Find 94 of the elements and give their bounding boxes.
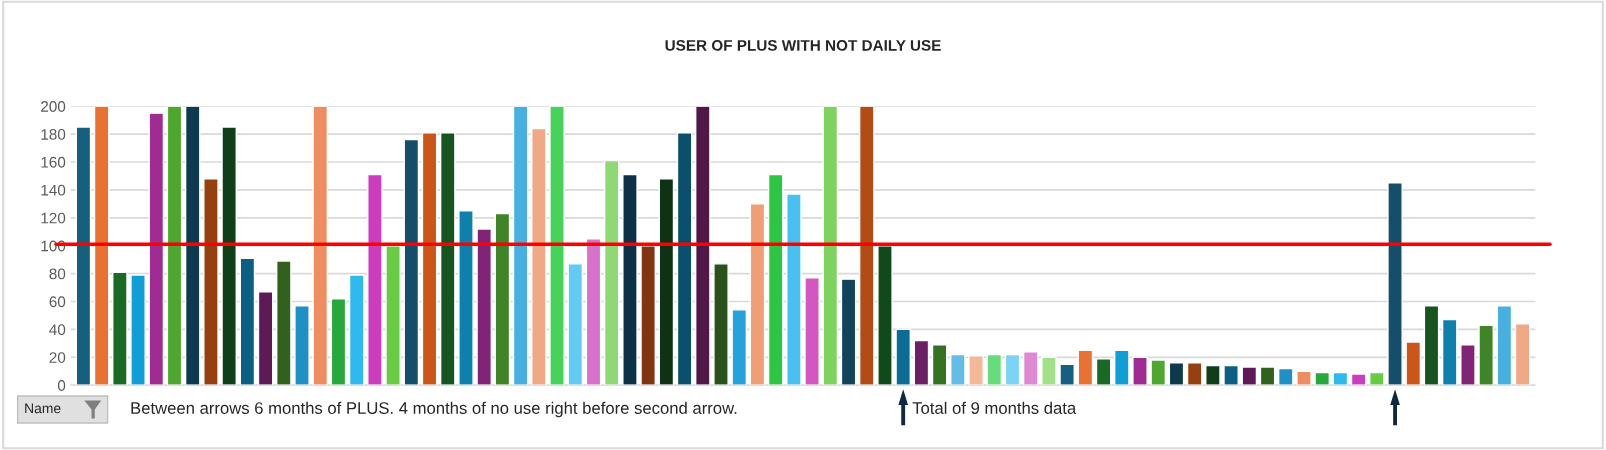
- bar: [913, 339, 930, 386]
- bar: [112, 271, 128, 386]
- bar: [421, 132, 438, 386]
- chart-title: USER OF PLUS WITH NOT DAILY USE: [665, 39, 941, 51]
- text: Total of 9 months data: [912, 401, 1077, 414]
- bar: [1223, 364, 1239, 386]
- bar: [203, 178, 219, 386]
- bar: [603, 159, 620, 386]
- bar: [1296, 370, 1312, 386]
- bar: [1514, 323, 1531, 386]
- bar: [385, 245, 401, 386]
- bar: [1259, 366, 1276, 386]
- bar: [239, 257, 256, 386]
- bar: [184, 106, 201, 386]
- bar: [367, 173, 383, 386]
- bar: [1041, 356, 1057, 386]
- bar: [476, 228, 492, 386]
- y-tick-label: 160: [41, 156, 66, 168]
- bar: [1132, 356, 1148, 386]
- bar: [75, 126, 92, 386]
- text: Between arrows 6 months of PLUS. 4 months of no use right before second arrow.: [131, 401, 737, 418]
- bar: [731, 309, 748, 386]
- bar: [767, 173, 784, 386]
- bar: [458, 210, 474, 386]
- bar: [1496, 304, 1513, 386]
- bar: [221, 126, 237, 386]
- y-tick-label: 0: [57, 380, 66, 391]
- y-tick-label: 120: [41, 212, 66, 224]
- bar: [1004, 353, 1021, 386]
- bar: [130, 274, 146, 386]
- bar: [895, 328, 911, 386]
- bar: [567, 263, 584, 386]
- bar: [494, 212, 511, 386]
- bar: [549, 106, 565, 386]
- bar: [676, 132, 693, 386]
- bar: [1095, 358, 1112, 386]
- bar: [622, 173, 638, 386]
- bar: [1150, 359, 1167, 386]
- bar: [312, 106, 329, 386]
- bar: [257, 291, 274, 386]
- bar: [658, 178, 675, 386]
- y-tick-label: 80: [49, 268, 66, 280]
- bar: [1077, 349, 1094, 386]
- bar: [931, 344, 948, 386]
- y-tick-label: 60: [49, 296, 66, 308]
- bar: [822, 106, 839, 386]
- y-tick-label: 40: [49, 324, 66, 336]
- bar: [640, 245, 656, 386]
- bar: [1241, 366, 1258, 386]
- bar: [330, 298, 347, 386]
- bar: [512, 106, 529, 386]
- bar: [166, 106, 183, 386]
- bar: [1478, 324, 1494, 386]
- bar: [695, 106, 711, 386]
- bar: [1022, 351, 1039, 386]
- y-tick-label: 180: [41, 128, 66, 140]
- bar: [1332, 371, 1349, 386]
- bar: [531, 127, 547, 386]
- bar: [950, 353, 966, 386]
- y-tick-label: 20: [49, 352, 66, 363]
- bar: [1405, 341, 1422, 386]
- bar: [986, 353, 1003, 386]
- bar: [1387, 182, 1403, 386]
- bar: [294, 304, 310, 386]
- bar: [804, 277, 820, 386]
- bar: [968, 355, 984, 386]
- bar: [1441, 318, 1458, 386]
- y-tick-label: 200: [41, 101, 66, 112]
- bar: [877, 245, 893, 386]
- bar: [585, 238, 602, 386]
- bar: [1059, 363, 1075, 386]
- bar: [276, 260, 292, 386]
- bar: [713, 263, 729, 386]
- bar: [439, 132, 456, 386]
- bar: [403, 138, 420, 386]
- bar: [1186, 362, 1203, 386]
- bar: [858, 106, 875, 386]
- bar: [1369, 371, 1385, 386]
- bar: [1168, 362, 1185, 386]
- bar: [348, 274, 365, 386]
- bar: [1350, 373, 1367, 386]
- bar: [93, 106, 110, 386]
- bar: [148, 112, 165, 386]
- bar: [749, 203, 766, 386]
- y-tick-label: 140: [41, 184, 66, 196]
- text: Name: [25, 403, 61, 414]
- bar: [1314, 371, 1330, 386]
- bar: [1460, 344, 1476, 386]
- bar: [1114, 349, 1130, 386]
- bar: [786, 193, 802, 386]
- bar: [1423, 304, 1440, 386]
- bar: [1205, 364, 1221, 386]
- bar: [840, 278, 857, 386]
- bar: [1277, 367, 1294, 386]
